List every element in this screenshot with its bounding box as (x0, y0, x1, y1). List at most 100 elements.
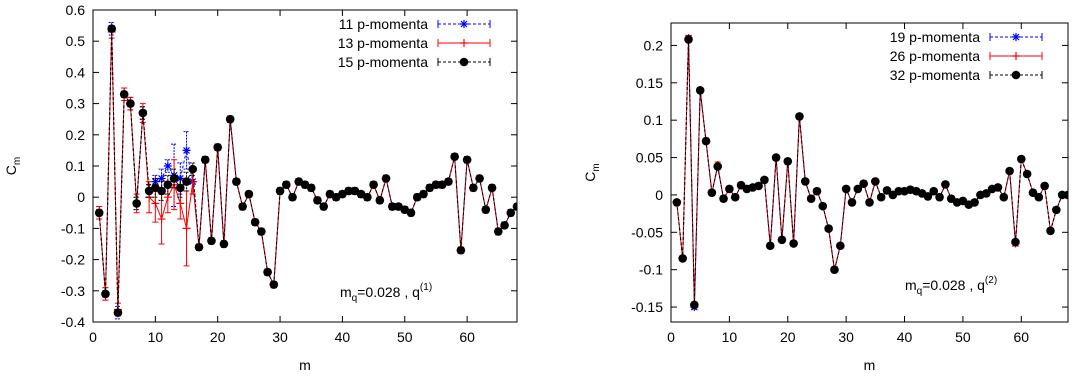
data-point (812, 186, 822, 196)
data-point (169, 174, 179, 183)
data-point (1022, 169, 1032, 179)
data-point (1011, 237, 1020, 247)
legend-marker (1012, 52, 1020, 60)
data-point (707, 188, 717, 197)
data-point (1046, 226, 1055, 236)
legend-marker (460, 39, 468, 47)
legend-errbar (989, 52, 1043, 60)
data-point (824, 224, 833, 233)
data-point (970, 198, 979, 207)
data-point (375, 196, 385, 205)
data-point (1052, 205, 1061, 215)
data-point (250, 217, 260, 227)
data-point (157, 215, 166, 224)
data-point (695, 85, 705, 95)
data-point (113, 308, 123, 317)
data-point (981, 189, 991, 198)
data-point (999, 192, 1009, 202)
data-point (431, 180, 441, 190)
data-point (818, 201, 828, 211)
data-point (219, 239, 229, 249)
y-tick-label: 0.15 (636, 75, 663, 91)
x-tick-label: 10 (722, 329, 738, 345)
legend-marker (1011, 70, 1021, 80)
data-point (771, 153, 781, 162)
data-point (94, 208, 104, 218)
data-point (795, 112, 804, 121)
data-point (806, 194, 816, 203)
legend-errbar (437, 58, 491, 66)
data-point (176, 199, 185, 208)
data-point (182, 224, 191, 233)
x-tick-label: 40 (897, 329, 913, 345)
y-tick-label: 0 (655, 187, 663, 203)
y-axis-label: Cm (3, 157, 23, 175)
data-point (672, 198, 682, 207)
x-tick-label: 60 (1014, 329, 1030, 345)
x-axis-label: m (864, 357, 876, 373)
legend-label: 19 p-momenta (890, 29, 980, 45)
y-tick-label: -0.05 (631, 224, 663, 240)
data-point (765, 241, 775, 251)
data-point (841, 184, 851, 194)
data-point (701, 136, 711, 146)
data-point (306, 183, 316, 193)
y-tick-label: -0.1 (61, 220, 85, 236)
data-point (847, 198, 857, 207)
data-point (182, 177, 191, 186)
legend-label: 15 p-momenta (338, 54, 428, 70)
data-point (132, 199, 141, 208)
data-point (493, 227, 503, 236)
x-tick-label: 0 (89, 329, 97, 345)
data-point (194, 242, 204, 252)
data-point (859, 179, 868, 189)
data-point (387, 202, 397, 211)
data-point (730, 192, 740, 202)
data-point (281, 180, 291, 190)
data-point (1034, 192, 1044, 202)
x-tick-label: 40 (335, 329, 351, 345)
data-point (138, 108, 148, 118)
data-point (923, 192, 933, 201)
x-tick-label: 30 (838, 329, 854, 345)
data-point (469, 183, 478, 193)
legend: 11 p-momenta 13 p-momenta 15 p-momenta (338, 16, 491, 70)
y-tick-label: -0.3 (61, 283, 85, 299)
data-point (487, 183, 497, 193)
y-tick-label: -0.1 (639, 262, 663, 278)
data-point (257, 227, 266, 236)
data-point (163, 180, 173, 190)
data-point (288, 192, 297, 202)
data-point (941, 180, 950, 189)
data-point (1063, 190, 1068, 200)
series-3 (94, 24, 517, 317)
data-point (876, 192, 886, 202)
data-point (238, 202, 247, 211)
y-tick-label: 0.2 (644, 37, 664, 53)
data-point (363, 192, 372, 202)
legend-marker (460, 20, 468, 28)
legend-errbar (989, 33, 1043, 41)
y-tick-label: 0.5 (66, 33, 86, 49)
data-point (456, 245, 466, 255)
data-point (244, 189, 254, 199)
data-point (1005, 166, 1014, 176)
y-tick-label: 0.2 (66, 127, 86, 143)
data-point (313, 196, 322, 205)
data-point (406, 208, 416, 218)
data-point (678, 254, 687, 263)
y-tick-label: -0.2 (61, 252, 85, 268)
data-point (269, 280, 279, 289)
data-point (119, 89, 129, 99)
data-point (500, 220, 509, 230)
data-point (101, 289, 110, 299)
data-point (232, 177, 241, 186)
annotation: mq=0.028 , q(1) (340, 282, 432, 304)
data-point (207, 236, 216, 246)
legend: 19 p-momenta 26 p-momenta 32 p-momenta (890, 29, 1043, 83)
data-point (1016, 154, 1026, 164)
data-point (163, 162, 172, 170)
data-point (225, 114, 235, 124)
plot-area (672, 33, 1068, 312)
data-point (871, 177, 880, 186)
